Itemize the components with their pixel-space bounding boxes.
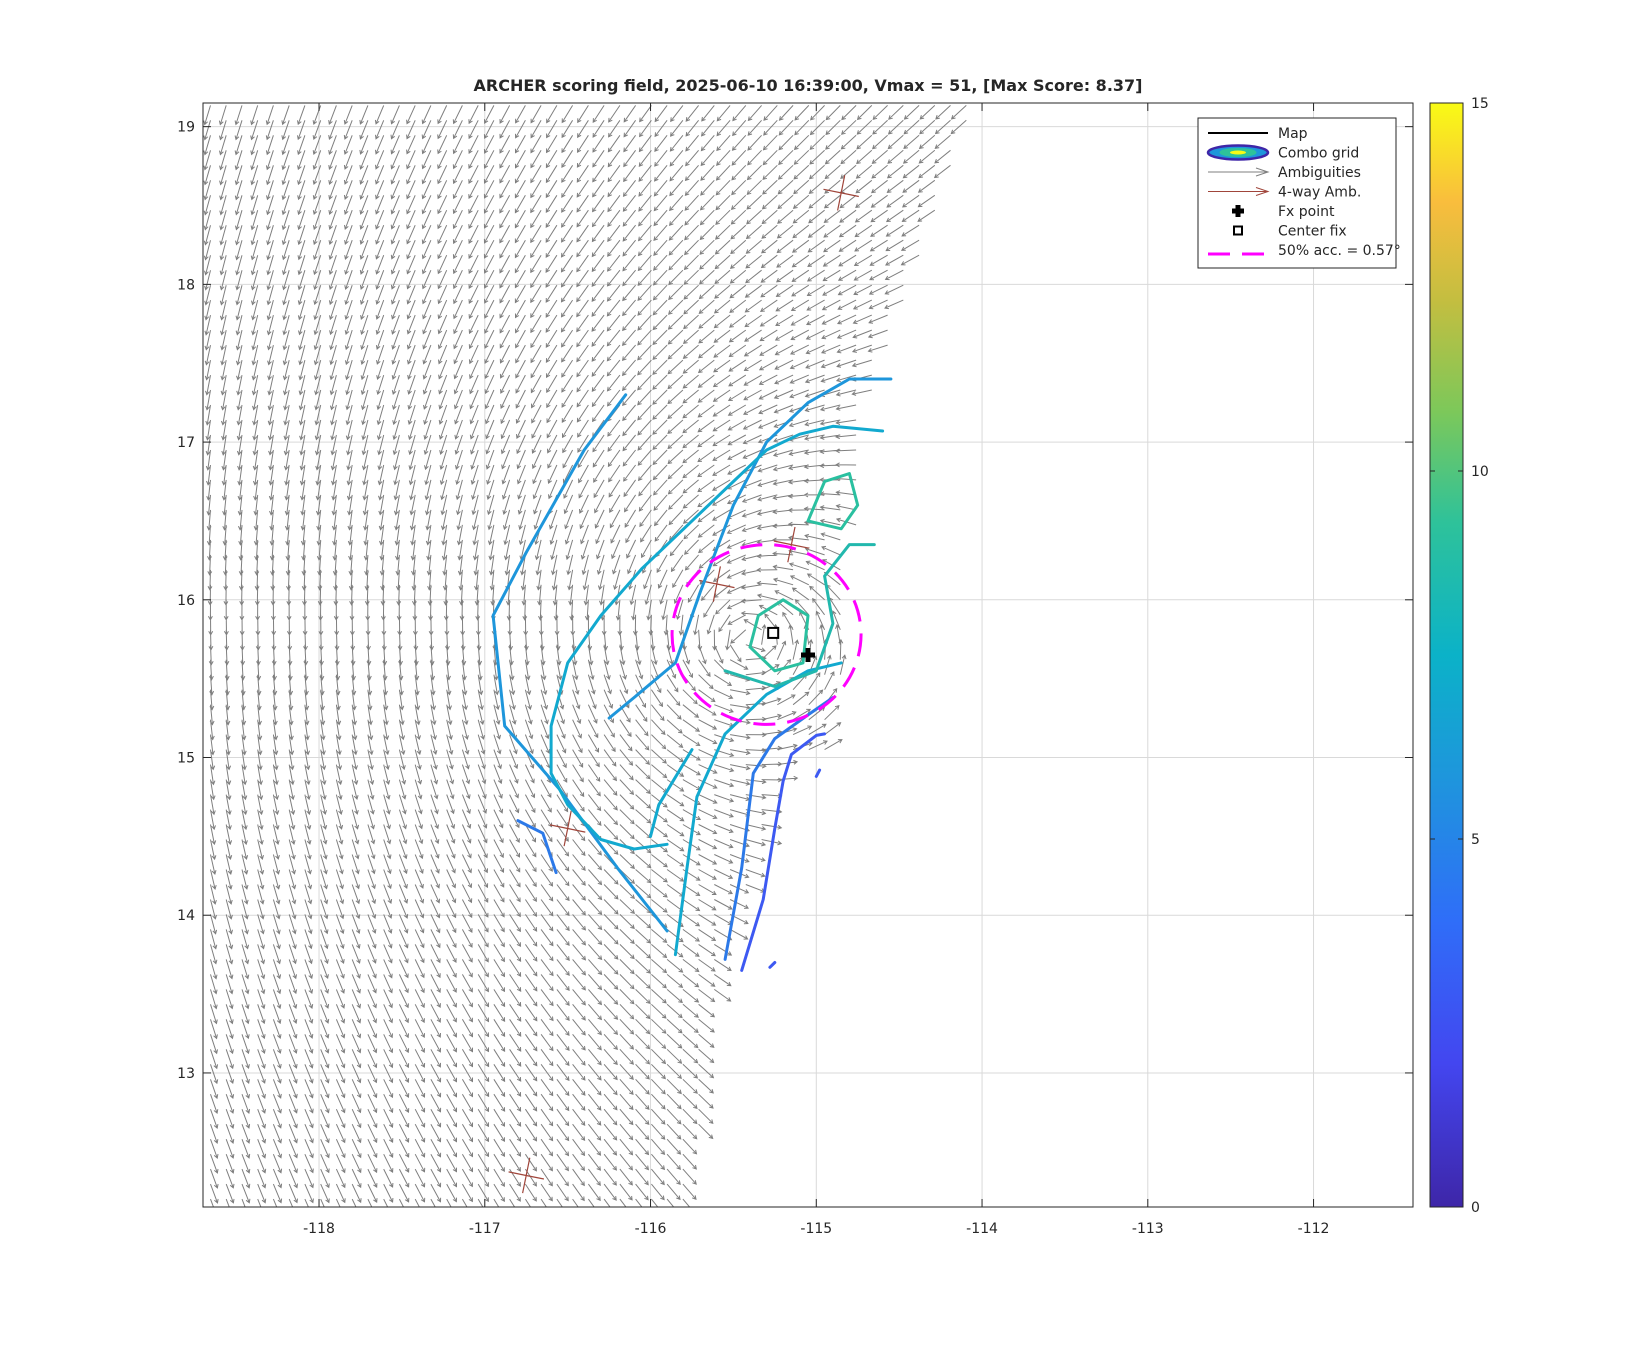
legend: Map Combo grid Ambiguities 4-way Amb. Fx poi…: [1197, 117, 1401, 269]
four-way-ambiguity: [699, 566, 735, 602]
legend-label: Map: [1278, 126, 1308, 142]
x-tick-label: -115: [800, 1221, 832, 1237]
plot-frame: [202, 102, 1414, 1208]
score-contour: [723, 543, 876, 688]
legend-label: Fx point: [1278, 204, 1335, 220]
score-contour: [740, 732, 827, 972]
x-axis-ticks: -118 -117 -116 -115 -114 -113 -112: [303, 103, 1329, 1237]
y-tick-label: 19: [177, 120, 195, 136]
fx-point-marker: [801, 648, 815, 662]
colorbar-gradient: [1429, 102, 1464, 1208]
colorbar-tick-label: 10: [1471, 464, 1489, 480]
legend-label: Center fix: [1278, 224, 1347, 240]
x-tick-label: -116: [635, 1221, 667, 1237]
score-contour: [607, 377, 893, 720]
score-contour: [516, 819, 558, 875]
center-fix-marker: [767, 626, 780, 639]
score-contour: [673, 661, 843, 957]
score-contour: [814, 768, 822, 778]
plot-area: -118 -117 -116 -115 -114 -113 -112 13141516171…: [177, 102, 1414, 1237]
colorbar-tick-label: 15: [1471, 96, 1489, 112]
legend-swatch-fx-point: [1232, 205, 1244, 217]
x-tick-label: -117: [469, 1221, 501, 1237]
fix-markers: [670, 543, 863, 726]
ambiguity-vector-field: [203, 105, 967, 1207]
score-contour: [806, 472, 860, 531]
score-contour: [549, 424, 885, 851]
colorbar: 0 5 10 15: [1429, 96, 1489, 1216]
score-contour: [768, 961, 777, 969]
legend-label: 4-way Amb.: [1278, 185, 1361, 201]
legend-label: Combo grid: [1278, 146, 1359, 162]
colorbar-tick-label: 5: [1471, 832, 1480, 848]
score-contours: [491, 377, 893, 972]
legend-swatch-arrow: [1208, 167, 1270, 177]
x-tick-label: -113: [1132, 1221, 1164, 1237]
legend-swatch-arrow: [1208, 187, 1270, 196]
chart-title: ARCHER scoring field, 2025-06-10 16:39:0…: [474, 76, 1143, 95]
x-tick-label: -114: [966, 1221, 998, 1237]
ambiguity-vectors: [203, 105, 967, 1207]
y-tick-label: 13: [177, 1066, 195, 1082]
score-contour: [723, 696, 835, 961]
legend-swatch-combo-grid-core: [1230, 150, 1246, 155]
y-tick-label: 15: [177, 751, 195, 767]
four-way-ambiguity: [508, 1157, 545, 1194]
x-tick-label: -112: [1298, 1221, 1330, 1237]
accuracy-circle: [670, 543, 863, 726]
four-way-ambiguity: [773, 526, 810, 563]
y-tick-label: 17: [177, 435, 195, 451]
legend-label: Ambiguities: [1278, 165, 1361, 181]
score-contour: [649, 748, 694, 838]
x-tick-label: -118: [303, 1221, 335, 1237]
y-tick-label: 18: [177, 277, 195, 293]
legend-swatch-center-fix: [1233, 225, 1243, 236]
legend-label: 50% acc. = 0.57°: [1278, 243, 1401, 259]
four-way-ambiguity: [549, 810, 586, 847]
y-axis-ticks: 13 14 15 16 17 18 19: [177, 120, 1413, 1082]
colorbar-tick-label: 0: [1471, 1200, 1480, 1216]
y-tick-label: 16: [177, 593, 195, 609]
score-contour: [491, 393, 669, 933]
colorbar-ticks: 0 5 10 15: [1430, 96, 1489, 1216]
four-way-ambiguity: [823, 175, 859, 211]
y-tick-label: 14: [177, 908, 195, 924]
four-way-ambiguity-field: [508, 175, 859, 1194]
score-contour: [748, 598, 810, 673]
legend-box: [1197, 117, 1397, 269]
